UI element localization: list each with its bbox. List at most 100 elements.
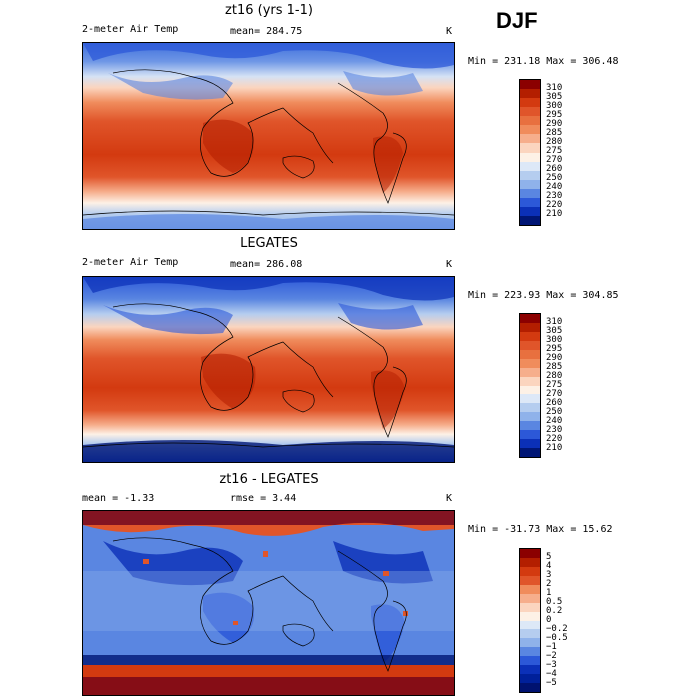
colorbar-tick-label: 240 xyxy=(546,182,563,192)
colorbar-tick-label: 210 xyxy=(546,443,563,453)
colorbar-swatch xyxy=(520,206,540,216)
colorbar-tick-label: 270 xyxy=(546,155,563,165)
colorbar-swatch xyxy=(520,403,540,413)
colorbar-tick-label: 240 xyxy=(546,416,563,426)
colorbar-swatch xyxy=(520,116,540,126)
colorbar-tick-label: 2 xyxy=(546,579,552,589)
colorbar-tick-label: 310 xyxy=(546,317,563,327)
colorbar-swatch xyxy=(520,575,540,585)
colorbar-tick-label: 300 xyxy=(546,101,563,111)
colorbar-swatch xyxy=(520,629,540,639)
panel2-temperature-map xyxy=(82,276,455,463)
colorbar-swatch xyxy=(520,215,540,225)
colorbar-swatch xyxy=(520,566,540,576)
panel2-title: LEGATES xyxy=(240,236,298,251)
panel2-minmax-label: Min = 223.93 Max = 304.85 xyxy=(468,290,619,301)
colorbar-swatch xyxy=(520,674,540,684)
colorbar-swatch xyxy=(520,197,540,207)
colorbar-swatch xyxy=(520,620,540,630)
colorbar-swatch xyxy=(520,683,540,692)
colorbar-swatch xyxy=(520,134,540,144)
colorbar-tick-label: −0.2 xyxy=(546,624,568,634)
panel2-colorbar-ticks: 310 305 300 295 290 285 280 275 270 260 … xyxy=(546,318,562,453)
panel1-title: zt16 (yrs 1-1) xyxy=(225,3,313,18)
colorbar-tick-label: −2 xyxy=(546,651,557,661)
colorbar-swatch xyxy=(520,107,540,117)
colorbar-swatch xyxy=(520,376,540,386)
colorbar-tick-label: −3 xyxy=(546,660,557,670)
colorbar-swatch xyxy=(520,143,540,153)
colorbar-swatch xyxy=(520,385,540,395)
panel3-rmse-label: rmse = 3.44 xyxy=(230,493,297,504)
colorbar-tick-label: 295 xyxy=(546,110,563,120)
colorbar-tick-label: 280 xyxy=(546,137,563,147)
colorbar-tick-label: 305 xyxy=(546,92,563,102)
panel3-title: zt16 - LEGATES xyxy=(219,472,319,487)
colorbar-tick-label: 250 xyxy=(546,407,563,417)
colorbar-swatch xyxy=(520,412,540,422)
season-label: DJF xyxy=(496,8,538,33)
colorbar-tick-label: 285 xyxy=(546,128,563,138)
colorbar-tick-label: 275 xyxy=(546,146,563,156)
colorbar-tick-label: 250 xyxy=(546,173,563,183)
colorbar-swatch xyxy=(520,331,540,341)
colorbar-swatch xyxy=(520,549,540,558)
colorbar-swatch xyxy=(520,394,540,404)
colorbar-swatch xyxy=(520,125,540,135)
colorbar-tick-label: 220 xyxy=(546,434,563,444)
colorbar-tick-label: 5 xyxy=(546,552,552,562)
colorbar-tick-label: 290 xyxy=(546,119,563,129)
colorbar-swatch xyxy=(520,179,540,189)
colorbar-swatch xyxy=(520,593,540,603)
colorbar-swatch xyxy=(520,584,540,594)
panel3-units-label: K xyxy=(446,493,453,504)
colorbar-swatch xyxy=(520,170,540,180)
colorbar-tick-label: 260 xyxy=(546,164,563,174)
panel1-variable-label: 2-meter Air Temp xyxy=(82,24,179,35)
colorbar-swatch xyxy=(520,611,540,621)
panel1-minmax-label: Min = 231.18 Max = 306.48 xyxy=(468,56,619,67)
panel1-colorbar xyxy=(519,79,541,226)
colorbar-swatch xyxy=(520,421,540,431)
colorbar-tick-label: 1 xyxy=(546,588,552,598)
colorbar-tick-label: 305 xyxy=(546,326,563,336)
panel2-colorbar xyxy=(519,313,541,458)
colorbar-swatch xyxy=(520,161,540,171)
colorbar-swatch xyxy=(520,448,540,457)
colorbar-swatch xyxy=(520,656,540,666)
colorbar-tick-label: −5 xyxy=(546,678,557,688)
colorbar-tick-label: 0.2 xyxy=(546,606,563,616)
colorbar-tick-label: 300 xyxy=(546,335,563,345)
colorbar-swatch xyxy=(520,322,540,332)
colorbar-tick-label: 260 xyxy=(546,398,563,408)
colorbar-tick-label: 270 xyxy=(546,389,563,399)
panel2-mean-label: mean= 286.08 xyxy=(230,259,303,270)
colorbar-swatch xyxy=(520,314,540,323)
colorbar-tick-label: 295 xyxy=(546,344,563,354)
colorbar-swatch xyxy=(520,188,540,198)
colorbar-tick-label: 3 xyxy=(546,570,552,580)
colorbar-tick-label: 0 xyxy=(546,615,552,625)
colorbar-tick-label: 210 xyxy=(546,209,563,219)
colorbar-tick-label: 230 xyxy=(546,191,563,201)
colorbar-swatch xyxy=(520,367,540,377)
panel1-mean-label: mean= 284.75 xyxy=(230,26,303,37)
colorbar-swatch xyxy=(520,430,540,440)
panel3-minmax-label: Min = -31.73 Max = 15.62 xyxy=(468,524,613,535)
colorbar-tick-label: 4 xyxy=(546,561,552,571)
colorbar-tick-label: 230 xyxy=(546,425,563,435)
colorbar-tick-label: −4 xyxy=(546,669,557,679)
panel3-mean-label: mean = -1.33 xyxy=(82,493,155,504)
colorbar-tick-label: 290 xyxy=(546,353,563,363)
colorbar-swatch xyxy=(520,358,540,368)
colorbar-swatch xyxy=(520,80,540,90)
panel3-colorbar-ticks: 5 4 3 2 1 0.5 0.2 0 −0.2 −0.5 −1 −2 −3 −… xyxy=(546,553,568,688)
colorbar-tick-label: 310 xyxy=(546,83,563,93)
panel3-difference-map xyxy=(82,510,455,696)
colorbar-tick-label: −1 xyxy=(546,642,557,652)
colorbar-swatch xyxy=(520,98,540,108)
colorbar-swatch xyxy=(520,439,540,449)
colorbar-tick-label: −0.5 xyxy=(546,633,568,643)
colorbar-tick-label: 275 xyxy=(546,380,563,390)
colorbar-tick-label: 280 xyxy=(546,371,563,381)
